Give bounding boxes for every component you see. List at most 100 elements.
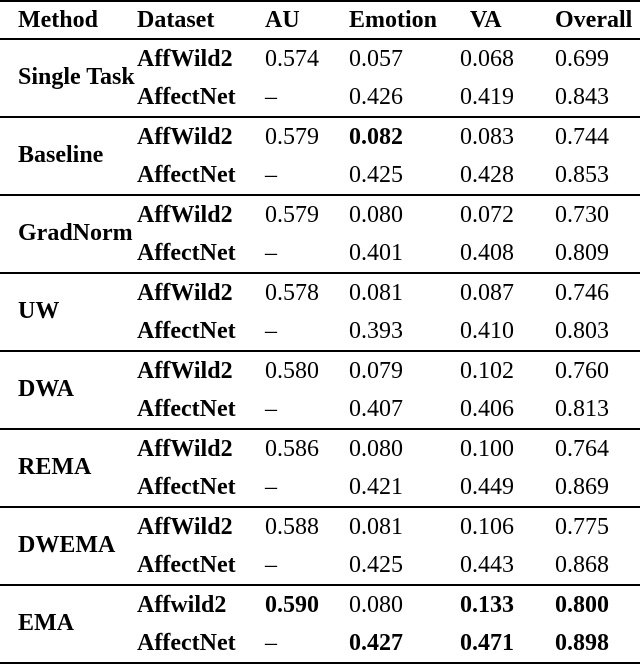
value-cell-au: –: [265, 239, 277, 266]
table-row: GradNorm AffWild2 0.579 0.080 0.072 0.730: [0, 195, 640, 247]
value-cell-va: 0.428: [460, 161, 514, 188]
dataset-cell: AffectNet: [137, 551, 236, 578]
value-cell-overall: 0.699: [555, 45, 609, 72]
value-cell-emotion: 0.081: [349, 513, 403, 540]
method-group: Baseline AffWild2 0.579 0.082 0.083 0.744 Affe…: [0, 117, 640, 195]
value-cell-va: 0.133: [460, 591, 514, 618]
dataset-cell: AffWild2: [137, 123, 233, 150]
value-cell-emotion: 0.401: [349, 239, 403, 266]
table-row: AffectNet – 0.425 0.443 0.868: [0, 546, 640, 585]
method-cell: REMA: [18, 454, 92, 481]
value-cell-va: 0.410: [460, 317, 514, 344]
value-cell-au: 0.590: [265, 591, 319, 618]
value-cell-au: 0.579: [265, 201, 319, 228]
value-cell-emotion: 0.426: [349, 83, 403, 110]
value-cell-va: 0.072: [460, 201, 514, 228]
method-cell: DWA: [18, 376, 75, 403]
dataset-cell: AffWild2: [137, 201, 233, 228]
value-cell-overall: 0.853: [555, 161, 609, 188]
method-cell: Baseline: [18, 142, 104, 169]
dataset-cell: AffWild2: [137, 45, 233, 72]
value-cell-overall: 0.843: [555, 83, 609, 110]
value-cell-au: –: [265, 473, 277, 500]
dataset-cell: Affwild2: [137, 591, 227, 618]
value-cell-emotion: 0.081: [349, 279, 403, 306]
value-cell-overall: 0.746: [555, 279, 609, 306]
method-cell: EMA: [18, 610, 74, 637]
value-cell-overall: 0.764: [555, 435, 609, 462]
method-group: GradNorm AffWild2 0.579 0.080 0.072 0.730 Affe…: [0, 195, 640, 273]
value-cell-overall: 0.898: [555, 629, 609, 656]
value-cell-emotion: 0.080: [349, 201, 403, 228]
dataset-cell: AffectNet: [137, 161, 236, 188]
value-cell-overall: 0.803: [555, 317, 609, 344]
table-header: Method Dataset AU Emotion VA Overall: [0, 1, 640, 39]
value-cell-emotion: 0.393: [349, 317, 403, 344]
value-cell-va: 0.408: [460, 239, 514, 266]
table-row: AffectNet – 0.407 0.406 0.813: [0, 390, 640, 429]
value-cell-au: –: [265, 161, 277, 188]
table-row: AffectNet – 0.425 0.428 0.853: [0, 156, 640, 195]
method-group: Single Task AffWild2 0.574 0.057 0.068 0.699 A…: [0, 39, 640, 117]
value-cell-va: 0.102: [460, 357, 514, 384]
method-cell: GradNorm: [18, 220, 133, 247]
method-group: REMA AffWild2 0.586 0.080 0.100 0.764 AffectNe…: [0, 429, 640, 507]
dataset-cell: AffWild2: [137, 513, 233, 540]
method-group: DWA AffWild2 0.580 0.079 0.102 0.760 AffectNet…: [0, 351, 640, 429]
dataset-cell: AffectNet: [137, 317, 236, 344]
table-row: DWA AffWild2 0.580 0.079 0.102 0.760: [0, 351, 640, 403]
value-cell-au: –: [265, 551, 277, 578]
value-cell-va: 0.406: [460, 395, 514, 422]
table-row: UW AffWild2 0.578 0.081 0.087 0.746: [0, 273, 640, 325]
column-header-method: Method: [18, 6, 98, 33]
dataset-cell: AffectNet: [137, 239, 236, 266]
value-cell-emotion: 0.421: [349, 473, 403, 500]
value-cell-au: 0.579: [265, 123, 319, 150]
header-row: Method Dataset AU Emotion VA Overall: [0, 1, 640, 39]
value-cell-overall: 0.760: [555, 357, 609, 384]
value-cell-au: –: [265, 83, 277, 110]
value-cell-va: 0.443: [460, 551, 514, 578]
dataset-cell: AffWild2: [137, 435, 233, 462]
table-row: AffectNet – 0.393 0.410 0.803: [0, 312, 640, 351]
table-row: REMA AffWild2 0.586 0.080 0.100 0.764: [0, 429, 640, 481]
method-group: EMA Affwild2 0.590 0.080 0.133 0.800 AffectNet…: [0, 585, 640, 663]
value-cell-va: 0.087: [460, 279, 514, 306]
method-group: UW AffWild2 0.578 0.081 0.087 0.746 AffectNet –…: [0, 273, 640, 351]
value-cell-emotion: 0.082: [349, 123, 403, 150]
value-cell-au: 0.580: [265, 357, 319, 384]
dataset-cell: AffectNet: [137, 473, 236, 500]
value-cell-au: –: [265, 629, 277, 656]
value-cell-emotion: 0.425: [349, 551, 403, 578]
dataset-cell: AffectNet: [137, 395, 236, 422]
value-cell-au: 0.586: [265, 435, 319, 462]
value-cell-overall: 0.869: [555, 473, 609, 500]
value-cell-va: 0.419: [460, 83, 514, 110]
column-header-va: VA: [470, 6, 502, 33]
value-cell-overall: 0.868: [555, 551, 609, 578]
value-cell-overall: 0.800: [555, 591, 609, 618]
table-row: AffectNet – 0.427 0.471 0.898: [0, 624, 640, 663]
dataset-cell: AffectNet: [137, 629, 236, 656]
value-cell-overall: 0.744: [555, 123, 609, 150]
value-cell-au: 0.578: [265, 279, 319, 306]
value-cell-emotion: 0.080: [349, 435, 403, 462]
method-cell: Single Task: [18, 64, 135, 91]
column-header-au: AU: [265, 6, 300, 33]
column-header-dataset: Dataset: [137, 6, 215, 33]
table-row: Single Task AffWild2 0.574 0.057 0.068 0.699: [0, 39, 640, 91]
method-group: DWEMA AffWild2 0.588 0.081 0.106 0.775 AffectN…: [0, 507, 640, 585]
value-cell-au: –: [265, 317, 277, 344]
value-cell-emotion: 0.079: [349, 357, 403, 384]
column-header-overall: Overall: [555, 6, 633, 33]
dataset-cell: AffWild2: [137, 279, 233, 306]
value-cell-va: 0.471: [460, 629, 514, 656]
value-cell-au: –: [265, 395, 277, 422]
table-row: DWEMA AffWild2 0.588 0.081 0.106 0.775: [0, 507, 640, 559]
dataset-cell: AffWild2: [137, 357, 233, 384]
column-header-emotion: Emotion: [349, 6, 438, 33]
method-cell: UW: [18, 298, 60, 325]
value-cell-overall: 0.813: [555, 395, 609, 422]
table-row: AffectNet – 0.426 0.419 0.843: [0, 78, 640, 117]
